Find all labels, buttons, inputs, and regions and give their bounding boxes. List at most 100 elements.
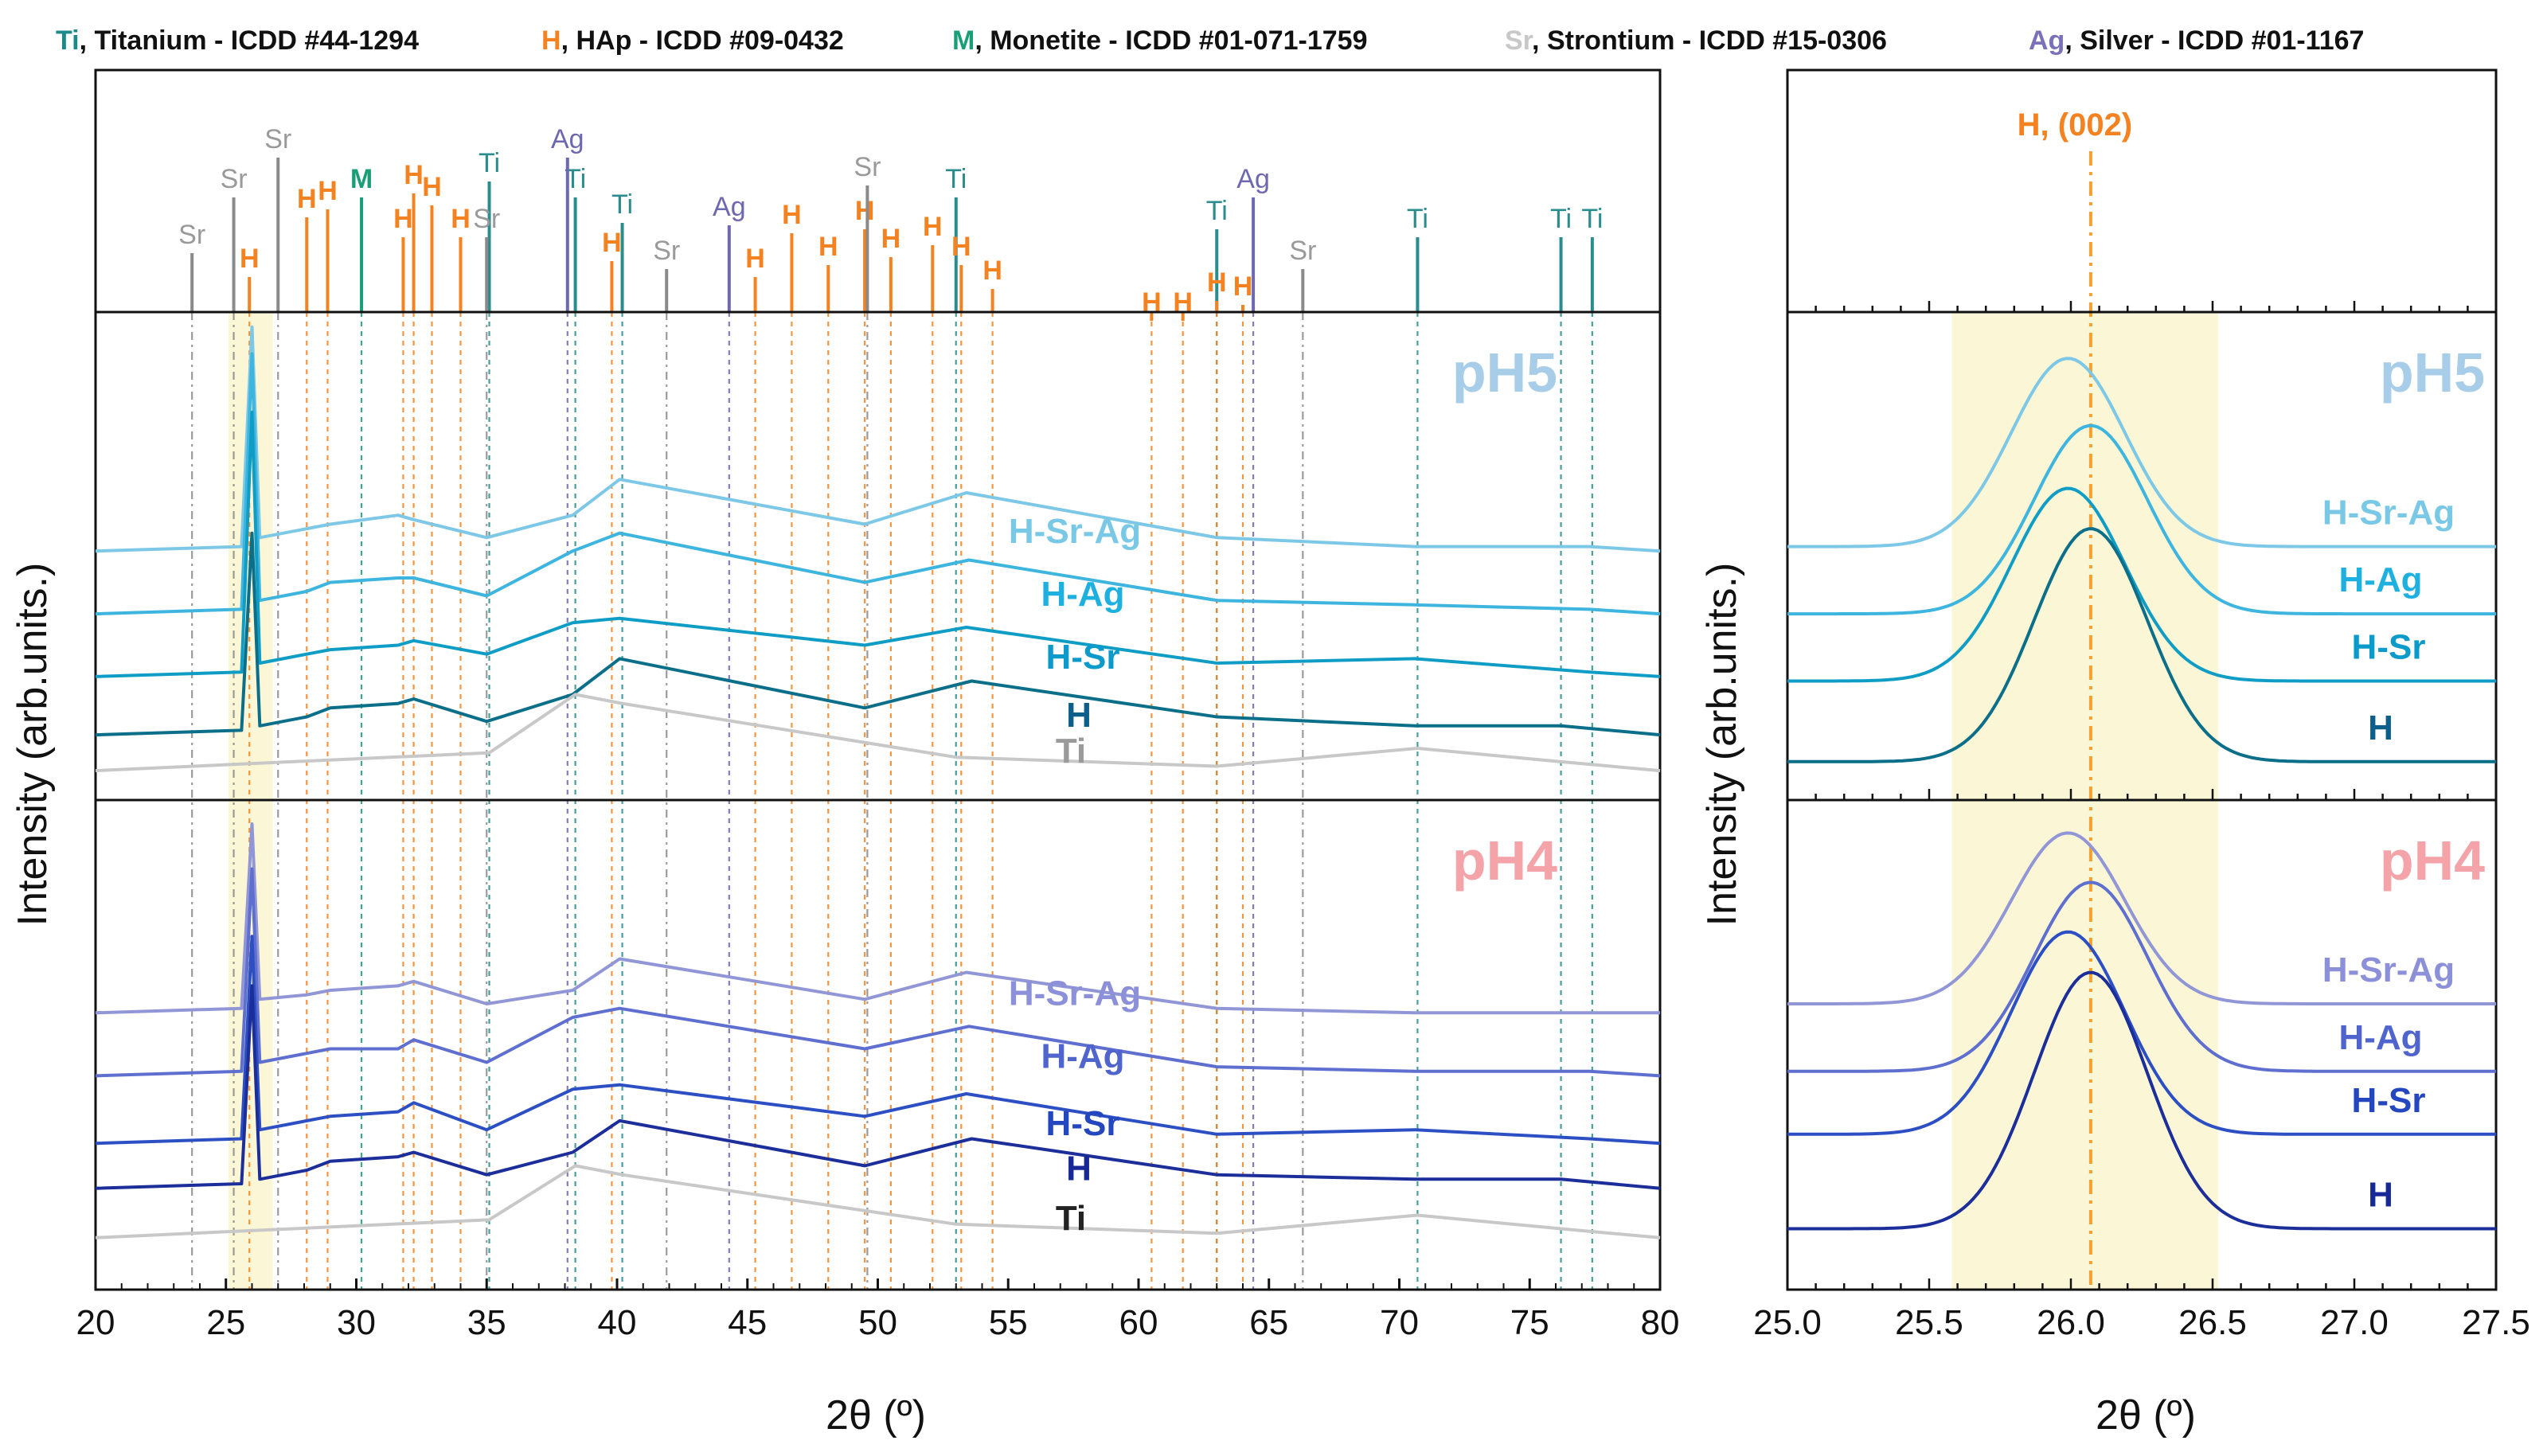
left-x-tick-label: 35 [467,1303,506,1342]
zoom-series-label-ph4: H-Sr-Ag [2322,950,2455,990]
zoom-series-label-ph5: H-Sr-Ag [2322,494,2455,533]
legend-text-monetite: , Monetite - ICDD #01-071-1759 [975,25,1367,56]
panel-label-ph4: pH4 [1452,829,1557,892]
series-label-ph5: H-Sr [1046,638,1120,677]
series-line-ph5-ti [95,693,1661,773]
zoom-series-label-ph5: H-Ag [2338,560,2422,599]
svg-text:Ag, Silver - ICDD #01-1167: Ag, Silver - ICDD #01-1167 [2029,25,2364,56]
series-label-ph5: Ti [1056,732,1086,771]
zoom-series-label-ph4: H-Sr [2352,1081,2426,1120]
reference-peak-label-sr: Sr [178,220,205,250]
series-line-ph5-h-sr [95,410,1661,678]
reference-peak-label-h: H [451,204,471,234]
legend-text-hap: , HAp - ICDD #09-0432 [561,25,844,56]
left-plot-frame [94,68,1662,1291]
reference-peak-label-h: H [1207,267,1227,298]
reference-peak-label-h: H [318,176,338,206]
reference-peak-label-h: H [393,204,413,234]
legend-symbol-strontium: Sr [1505,25,1533,56]
left-x-tick-label: 65 [1249,1303,1288,1342]
reference-peak-label-ti: Ti [479,148,500,178]
zoom-series-line-ph5-h-ag [1787,424,2496,616]
reference-peak-label-m: M [350,164,373,194]
reference-peak-label-sr: Sr [473,204,500,234]
svg-text:Sr, Strontium - ICDD #15-0306: Sr, Strontium - ICDD #15-0306 [1505,25,1887,56]
reference-peak-label-h: H [951,232,971,262]
zoom-series-label-ph5: H [2368,708,2393,748]
series-line-ph4-ti [95,1164,1661,1239]
left-x-tick-label: 55 [989,1303,1028,1342]
reference-peak-label-h: H [602,228,622,258]
left-x-tick-label: 80 [1641,1303,1680,1342]
reference-peak-label-h: H [297,184,317,214]
reference-peak-label-ti: Ti [1581,204,1603,234]
zoom-series-line-ph4-h-sr-ag [1787,831,2496,1005]
zoom-series-label-ph4: H [2368,1176,2393,1215]
reference-peak-label-h: H [240,244,260,274]
right-x-tick-label: 27.0 [2320,1303,2389,1342]
series-line-ph4-h-sr-ag [95,822,1660,1015]
zoom-panel-label-ph5: pH5 [2380,342,2485,404]
legend-text-strontium: , Strontium - ICDD #15-0306 [1532,25,1887,56]
left-x-tick-label: 75 [1510,1303,1549,1342]
reference-peak-label-sr: Sr [1289,236,1316,266]
right-zoom-chart: H, (002) 25.0 25.5 26.0 26.5 27.0 27.5 H-Sr-Ag H… [1753,68,2530,1342]
reference-peak-label-h: H [745,244,765,274]
series-line-ph5-h [95,531,1661,737]
series-line-ph4-h-sr [95,935,1661,1146]
series-label-ph5: H [1066,696,1092,735]
right-x-tick-label: 25.5 [1895,1303,1963,1342]
zoom-series-line-ph4-h-sr [1787,930,2496,1136]
left-x-tick-label: 50 [858,1303,897,1342]
left-x-tick-label: 20 [76,1303,115,1342]
zoom-series-label-ph5: H-Sr [2352,628,2426,667]
legend-symbol-ti: Ti [56,25,80,56]
series-label-ph5: H-Ag [1041,575,1124,614]
reference-peak-label-h: H [923,212,943,242]
reference-peak-label-ti: Ti [945,164,967,194]
reference-peak-label-ti: Ti [611,189,633,220]
reference-peak-label-sr: Sr [653,236,680,266]
reference-peak-label-sr: Sr [221,164,248,194]
svg-text:M, Monetite - ICDD #01-071-175: M, Monetite - ICDD #01-071-1759 [952,25,1368,56]
legend: Ti, Titanium - ICDD #44-1294 H, HAp - IC… [56,25,2364,56]
reference-peak-label-h: H [422,172,442,202]
series-label-ph4: H-Sr [1046,1104,1120,1143]
zoom-series-line-ph5-h-sr-ag [1787,357,2496,548]
hap-002-reference-label: H, (002) [2018,107,2133,142]
series-label-ph4: H-Sr-Ag [1009,974,1141,1013]
right-y-axis-label: Intensity (arb.units.) [1699,563,1745,927]
series-line-ph4-h-ag [95,867,1661,1078]
left-y-axis-label: Intensity (arb.units.) [10,563,56,927]
right-x-tick-label: 27.5 [2462,1303,2530,1342]
panel-label-ph5: pH5 [1452,342,1557,404]
left-x-tick-label: 45 [728,1303,767,1342]
right-x-axis-label: 2θ (º) [2096,1392,2196,1438]
reference-peak-label-h: H [982,256,1002,286]
series-label-ph4: H-Ag [1041,1036,1124,1075]
series-line-ph5-h-sr-ag [95,325,1661,553]
right-x-tick-label: 25.0 [1753,1303,1822,1342]
svg-text:H, HAp - ICDD #09-0432: H, HAp - ICDD #09-0432 [541,25,844,56]
reference-peak-label-h: H [1233,271,1253,302]
series-line-ph5-h-ag [95,352,1661,616]
zoom-series-line-ph4-h-ag [1787,880,2496,1073]
zoom-series-line-ph4-h [1787,970,2496,1231]
reference-peak-label-h: H [782,200,802,230]
left-x-tick-label: 30 [337,1303,376,1342]
left-x-tick-label: 70 [1380,1303,1419,1342]
reference-peak-label-h: H [404,160,424,190]
series-line-ph4-h [95,984,1661,1190]
series-label-ph4: H [1066,1150,1092,1189]
legend-text-ti: , Titanium - ICDD #44-1294 [80,25,419,56]
left-x-tick-label: 40 [598,1303,637,1342]
reference-peak-label-h: H [881,224,901,254]
reference-peak-label-h: H [855,196,875,226]
legend-symbol-monetite: M [952,25,975,56]
left-x-tick-label: 25 [206,1303,245,1342]
reference-peak-label-ag: Ag [713,192,746,222]
right-x-tick-label: 26.5 [2178,1303,2247,1342]
zoom-panel-label-ph4: pH4 [2380,829,2485,892]
